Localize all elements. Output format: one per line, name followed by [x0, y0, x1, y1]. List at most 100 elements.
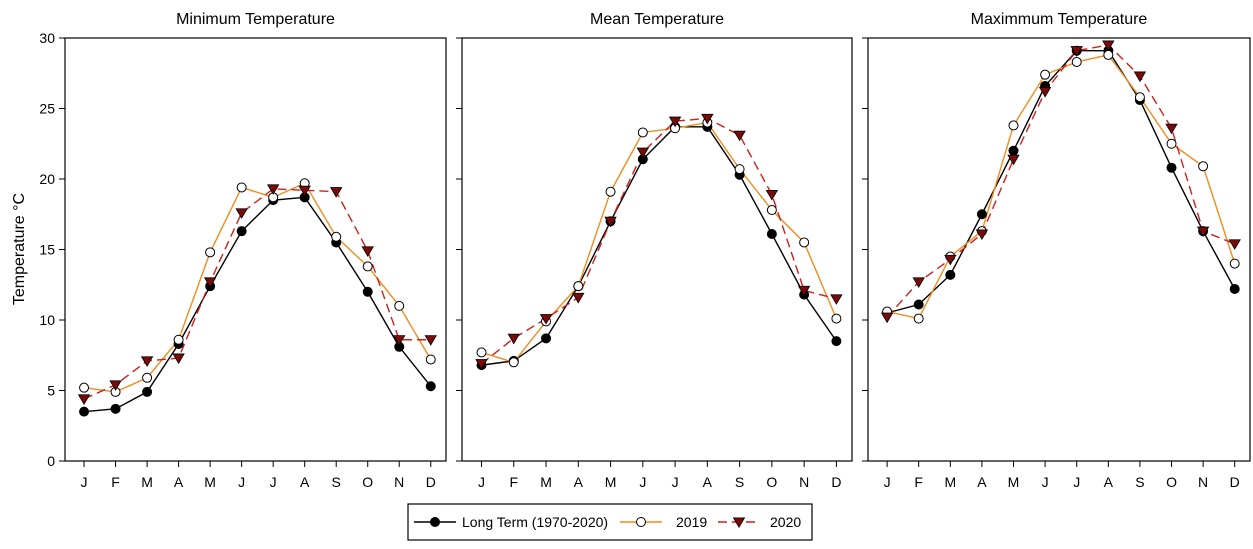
y-tick-label: 30 — [39, 30, 55, 46]
x-tick-label: J — [884, 474, 891, 490]
data-point — [203, 277, 217, 288]
data-point — [1229, 283, 1240, 294]
legend-label: 2019 — [676, 514, 707, 530]
series-line-1 — [83, 196, 432, 413]
x-tick-label: M — [944, 474, 956, 490]
x-tick-label: J — [478, 474, 485, 490]
data-point — [508, 357, 519, 368]
data-point — [236, 226, 247, 237]
y-axis-label: Temperature °C — [11, 193, 28, 305]
data-point — [572, 292, 585, 304]
data-point — [140, 356, 154, 367]
legend-box — [407, 503, 813, 541]
panel-title: Mean Temperature — [590, 11, 724, 28]
x-tick-label: O — [1166, 474, 1177, 490]
data-point — [831, 313, 842, 324]
data-point — [362, 286, 373, 297]
data-point — [109, 380, 122, 391]
data-point — [361, 246, 374, 257]
data-point — [425, 354, 436, 365]
data-point — [701, 113, 714, 125]
data-point — [831, 336, 842, 347]
data-point — [1008, 145, 1019, 156]
series-line-2 — [83, 182, 432, 393]
data-point — [1196, 226, 1210, 238]
data-point — [1040, 69, 1051, 80]
data-point — [266, 184, 280, 195]
x-tick-label: J — [81, 474, 88, 490]
data-point — [205, 247, 216, 258]
legend-item: Long Term (1970-2020) — [414, 514, 608, 530]
data-point — [636, 147, 650, 159]
x-tick-label: F — [509, 474, 518, 490]
data-point — [1071, 56, 1082, 67]
data-point — [539, 314, 553, 325]
panel-2: Mean Temperature J F M A M J J A S O N D — [456, 11, 853, 490]
x-tick-label: F — [111, 474, 120, 490]
data-point — [1166, 162, 1177, 173]
data-point — [425, 381, 436, 392]
x-tick-label: J — [1042, 474, 1049, 490]
x-tick-label: A — [174, 474, 184, 490]
data-point — [394, 300, 405, 311]
data-point — [766, 205, 777, 216]
panels: Minimum Temperature 0 5 10 15 20 25 30 J F M A M J J A S… — [39, 11, 1251, 490]
data-point — [765, 189, 779, 201]
legend-marker — [732, 517, 746, 529]
data-point — [1198, 161, 1209, 172]
data-point — [77, 394, 91, 405]
panel-3: Maximmum Temperature J F M A M J J A S O N D — [862, 11, 1251, 490]
data-point — [945, 269, 956, 280]
data-point — [79, 382, 90, 393]
data-point — [142, 386, 153, 397]
data-point — [734, 164, 745, 175]
plot-frame — [64, 37, 447, 462]
x-tick-label: O — [766, 474, 777, 490]
data-point — [766, 228, 777, 239]
y-tick-label: 0 — [47, 453, 55, 469]
panel-1: Minimum Temperature 0 5 10 15 20 25 30 J F M A M J J A S… — [39, 11, 447, 490]
x-tick-label: S — [1135, 474, 1144, 490]
y-tick-label: 10 — [39, 312, 55, 328]
data-point — [880, 312, 894, 324]
data-point — [830, 294, 843, 305]
data-point — [330, 187, 343, 198]
data-point — [944, 254, 957, 266]
data-point — [172, 353, 185, 365]
x-tick-label: N — [799, 474, 809, 490]
data-point — [541, 333, 552, 344]
legend: Long Term (1970-2020) 2019 2020 — [407, 503, 813, 541]
x-tick-label: D — [831, 474, 841, 490]
data-point — [913, 299, 924, 310]
data-point — [1229, 258, 1240, 269]
y-tick-label: 25 — [39, 101, 55, 117]
x-tick-label: S — [332, 474, 341, 490]
series-line-1 — [481, 126, 837, 366]
data-point — [79, 406, 90, 417]
data-point — [604, 216, 617, 228]
data-point — [912, 277, 925, 288]
data-point — [362, 261, 373, 272]
data-point — [424, 335, 437, 346]
x-tick-label: M — [605, 474, 617, 490]
legend-item: 2020 — [718, 514, 801, 530]
data-point — [637, 127, 648, 138]
x-tick-label: A — [300, 474, 310, 490]
panel-title: Maximmum Temperature — [971, 11, 1148, 28]
data-point — [110, 403, 121, 414]
data-point — [1166, 138, 1177, 149]
data-point — [1134, 92, 1145, 103]
data-point — [1103, 49, 1114, 60]
data-point — [142, 372, 153, 383]
data-point — [668, 116, 682, 128]
x-tick-label: S — [735, 474, 744, 490]
data-point — [173, 334, 184, 345]
data-point — [298, 185, 311, 197]
data-point — [573, 281, 584, 292]
data-point — [975, 229, 989, 241]
series-line-3 — [886, 44, 1235, 318]
data-point — [236, 182, 247, 193]
series-line-2 — [481, 121, 838, 364]
plot-frame — [461, 37, 853, 462]
x-tick-label: A — [703, 474, 713, 490]
